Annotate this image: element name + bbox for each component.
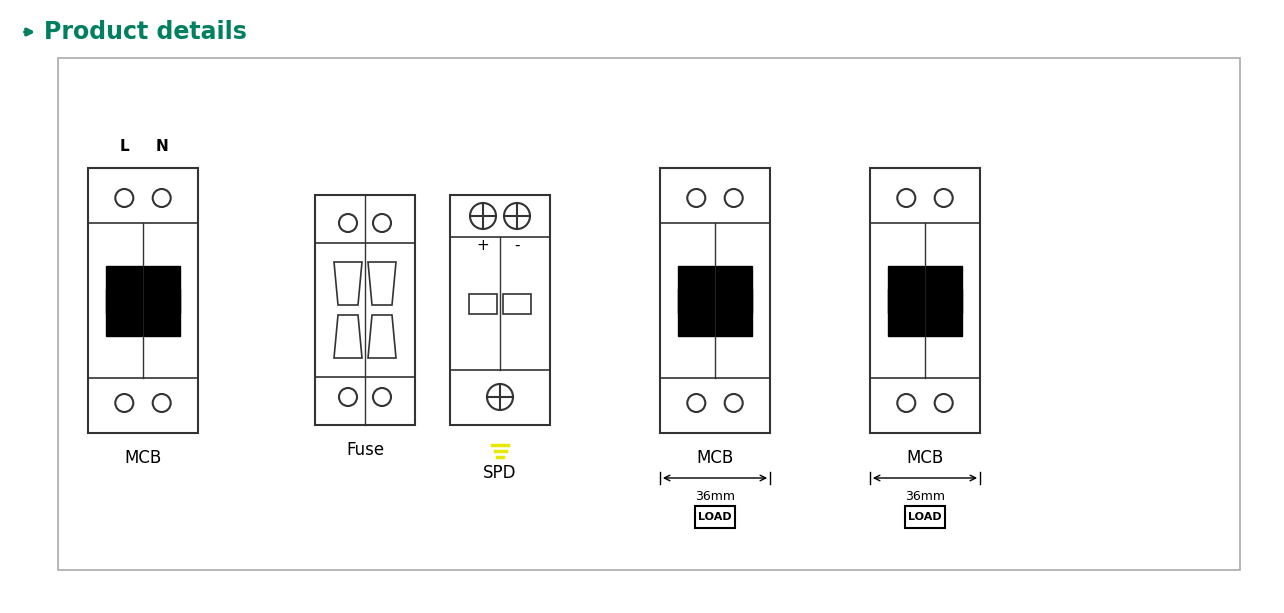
Bar xyxy=(144,265,180,335)
Bar xyxy=(469,294,497,313)
Text: N: N xyxy=(155,139,168,153)
Bar xyxy=(695,506,734,528)
Text: -: - xyxy=(515,237,520,253)
Text: LOAD: LOAD xyxy=(698,512,732,522)
Text: Product details: Product details xyxy=(44,20,247,44)
Text: LOAD: LOAD xyxy=(908,512,941,522)
Bar xyxy=(660,168,770,433)
Bar xyxy=(678,289,751,313)
Text: +: + xyxy=(476,237,489,253)
Bar xyxy=(449,195,550,425)
Polygon shape xyxy=(334,262,362,305)
Bar xyxy=(315,195,415,425)
Bar xyxy=(678,265,714,335)
Text: 36mm: 36mm xyxy=(695,490,734,503)
Polygon shape xyxy=(369,315,395,358)
Bar xyxy=(107,265,143,335)
Text: L: L xyxy=(119,139,130,153)
Bar xyxy=(905,506,945,528)
Bar xyxy=(107,289,180,313)
Text: MCB: MCB xyxy=(125,449,162,467)
Text: Fuse: Fuse xyxy=(345,441,384,459)
Bar xyxy=(926,265,962,335)
Polygon shape xyxy=(334,315,362,358)
Text: MCB: MCB xyxy=(696,449,733,467)
Bar xyxy=(889,265,924,335)
Bar xyxy=(503,294,532,313)
Text: 36mm: 36mm xyxy=(905,490,945,503)
Bar xyxy=(715,265,751,335)
Polygon shape xyxy=(369,262,395,305)
Bar xyxy=(58,58,1240,570)
Bar xyxy=(871,168,980,433)
Text: MCB: MCB xyxy=(907,449,944,467)
Bar xyxy=(89,168,198,433)
Text: SPD: SPD xyxy=(483,464,516,482)
Bar xyxy=(889,289,962,313)
